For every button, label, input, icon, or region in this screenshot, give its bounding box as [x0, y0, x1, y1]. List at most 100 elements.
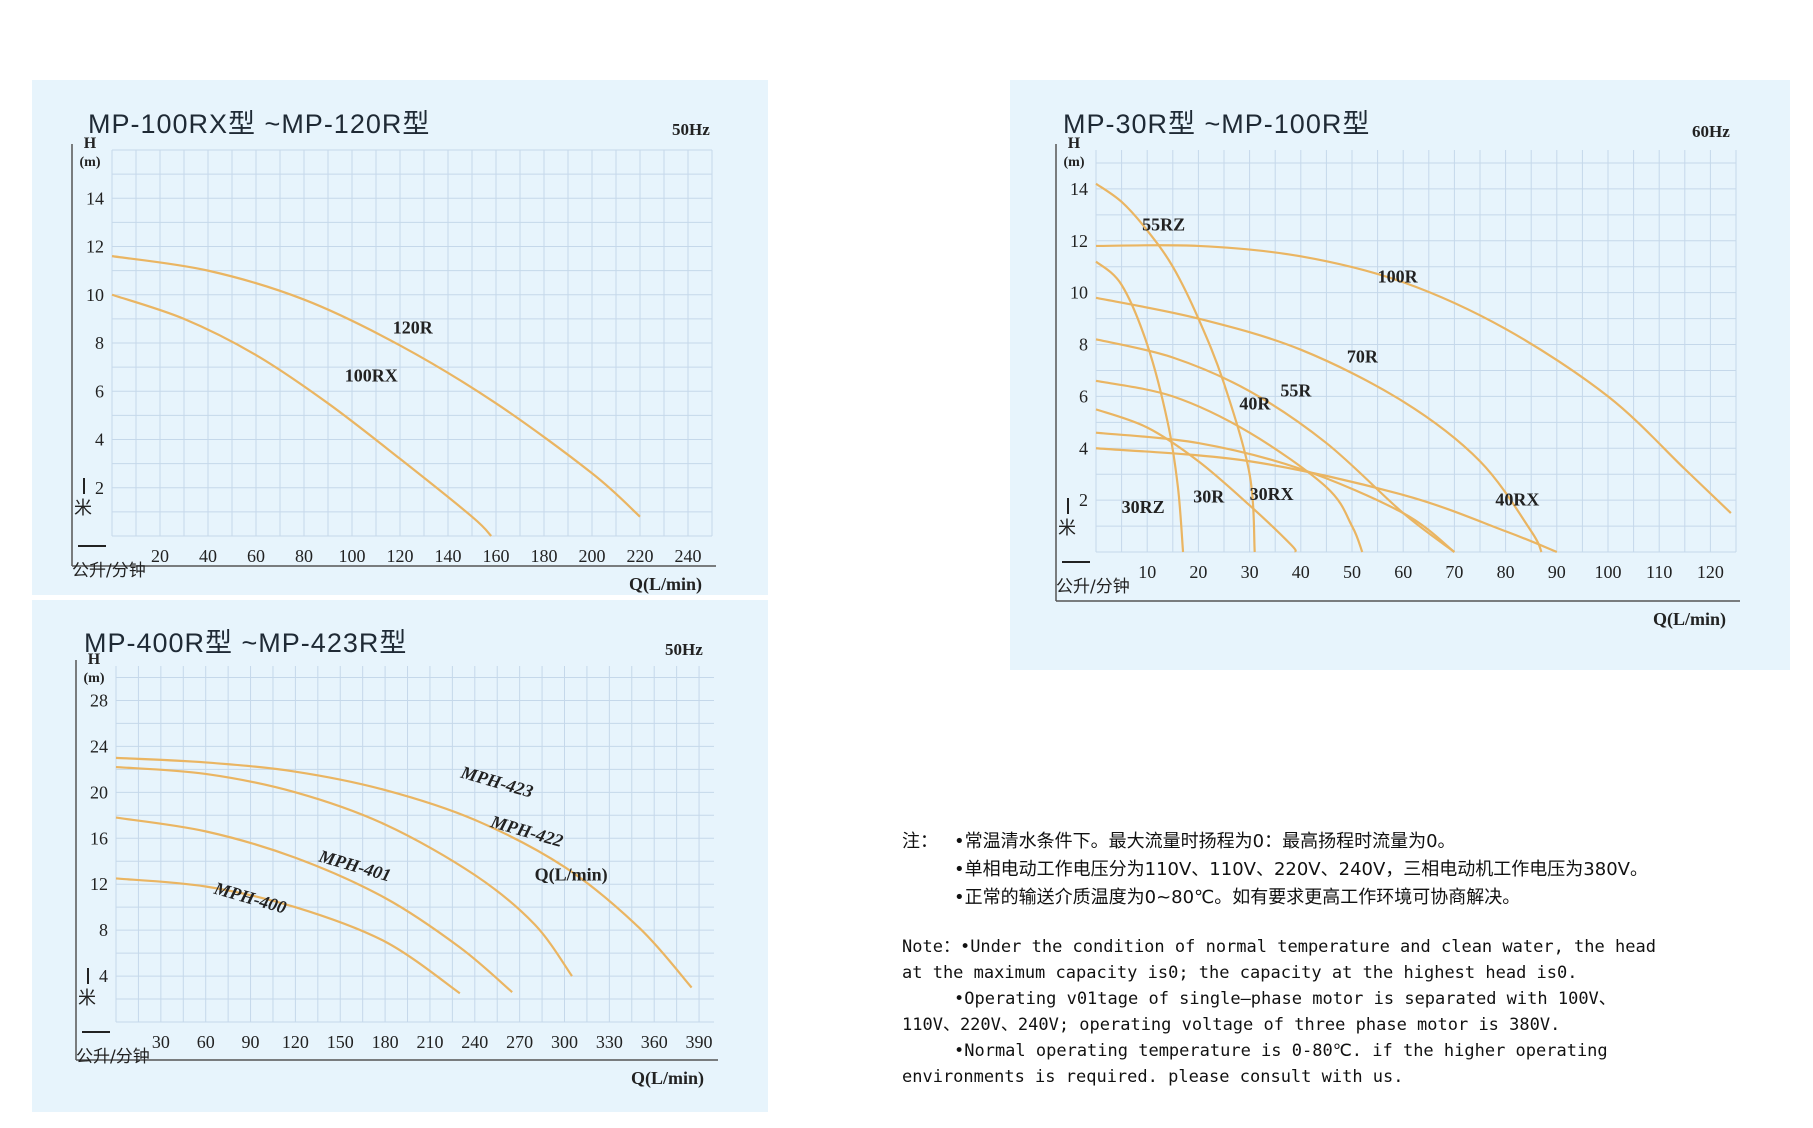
x-tick-label: 90 [1548, 562, 1566, 582]
x-tick-label: 50 [1343, 562, 1361, 582]
x-tick-label: 200 [579, 546, 606, 566]
y-unit-label-cn: 米 [74, 498, 92, 519]
x-tick-label: 240 [675, 546, 702, 566]
x-tick-label: 10 [1138, 562, 1156, 582]
note-cn-line-2: •单相电动工作电压分为110V、110V、220V、240V，三相电动机工作电压… [902, 856, 1782, 884]
note-en-line-6: environments is required. please consult… [902, 1064, 1782, 1090]
curve-30rx [1095, 431, 1456, 553]
x-tick-label: 160 [483, 546, 510, 566]
x-tick-label: 30 [152, 1032, 170, 1052]
y-axis-label: H [88, 651, 101, 668]
x-tick-label: 100 [1595, 562, 1622, 582]
curve-label-55rz: 55RZ [1142, 214, 1185, 234]
chart-panel-2 [1010, 80, 1790, 670]
y-tick-label: 4 [1079, 438, 1088, 458]
x-tick-label: 300 [551, 1032, 578, 1052]
y-tick-label: 28 [90, 690, 108, 710]
curve-30r [1095, 408, 1297, 553]
chart-3-title: MP-400R型 ~MP-423R型 [84, 628, 408, 658]
x-tick-label: 60 [247, 546, 265, 566]
curve-mph-422 [115, 765, 573, 977]
curve-100rx [111, 293, 493, 537]
y-axis-label: H [84, 135, 97, 152]
y-tick-label: 12 [86, 237, 104, 257]
curve-label-100r: 100R [1378, 266, 1419, 286]
x-tick-label: 330 [596, 1032, 623, 1052]
note-en-text: •Normal operating temperature is 0-80℃. … [954, 1041, 1608, 1061]
note-cn-line-1: 注： •常温清水条件下。最大流量时扬程为0：最高扬程时流量为0。 [902, 828, 1782, 856]
x-tick-label: 80 [1497, 562, 1515, 582]
note-en-text: 110V、220V、240V; operating voltage of thr… [902, 1015, 1561, 1035]
x-tick-label: 120 [1697, 562, 1724, 582]
y-unit-label-cn: 米 [1058, 518, 1076, 539]
curve-100r [1095, 244, 1732, 514]
chart-1-frequency: 50Hz [672, 120, 710, 139]
x-tick-label: 150 [327, 1032, 354, 1052]
y-tick-label: 14 [1070, 179, 1088, 199]
x-tick-label: 270 [506, 1032, 533, 1052]
x-tick-label: 80 [295, 546, 313, 566]
y-tick-label: 12 [1070, 231, 1088, 251]
curve-label-30rx: 30RX [1250, 484, 1294, 504]
y-tick-label: 8 [1079, 335, 1088, 355]
x-tick-label: 220 [627, 546, 654, 566]
y-tick-label: 10 [86, 285, 104, 305]
x-tick-label: 60 [197, 1032, 215, 1052]
x-tick-label: 240 [461, 1032, 488, 1052]
x-unit-label-cn: 公升/分钟 [1056, 577, 1130, 597]
note-en-text: •Operating v01tage of single—phase motor… [954, 989, 1616, 1009]
note-en-line-3: •Operating v01tage of single—phase motor… [902, 986, 1782, 1012]
x-tick-label: 390 [686, 1032, 713, 1052]
curve-label-55r: 55R [1280, 380, 1312, 400]
x-tick-label: 100 [339, 546, 366, 566]
y-tick-label: 24 [90, 736, 108, 756]
note-en-block: Note：•Under the condition of normal temp… [902, 934, 1782, 1090]
x-unit-label-cn: 公升/分钟 [72, 561, 146, 581]
x-tick-label: 360 [641, 1032, 668, 1052]
x-tick-label: 110 [1646, 562, 1672, 582]
x-tick-label: 70 [1445, 562, 1463, 582]
curve-mph-423 [115, 756, 693, 989]
x-tick-label: 210 [416, 1032, 443, 1052]
curve-mph-401 [115, 816, 513, 993]
notes-section: 注： •常温清水条件下。最大流量时扬程为0：最高扬程时流量为0。 •单相电动工作电… [902, 828, 1782, 1090]
curve-label-mph-401: MPH-401 [316, 846, 394, 886]
curve-40r [1095, 379, 1364, 553]
curve-label-40r: 40R [1239, 393, 1271, 413]
note-en-line-2: at the maximum capacity is0; the capacit… [902, 960, 1782, 986]
curve-mph-400 [115, 877, 461, 995]
y-tick-label: 4 [95, 430, 104, 450]
x-tick-label: 30 [1241, 562, 1259, 582]
y-unit-label-cn: 米 [78, 988, 96, 1009]
y-tick-label: 4 [99, 966, 108, 986]
y-axis-label: (m) [84, 671, 105, 686]
curve-70r [1095, 296, 1543, 553]
curve-label-30rz: 30RZ [1122, 497, 1165, 517]
curve-40rx [1095, 447, 1558, 554]
x-unit-label-cn: 公升/分钟 [76, 1047, 150, 1067]
y-tick-label: 10 [1070, 283, 1088, 303]
y-tick-label: 12 [90, 874, 108, 894]
note-en-text: environments is required. please consult… [902, 1067, 1404, 1087]
inner-axis-label: Q(L/min) [535, 865, 608, 886]
x-tick-label: 60 [1394, 562, 1412, 582]
note-en-text: at the maximum capacity is0; the capacit… [902, 963, 1578, 983]
curve-label-100rx: 100RX [345, 366, 398, 386]
curve-120r [111, 255, 641, 518]
x-tick-label: 40 [199, 546, 217, 566]
y-tick-label: 16 [90, 828, 108, 848]
note-cn-line-3: •正常的输送介质温度为0~80℃。如有要求更高工作环境可协商解决。 [902, 884, 1782, 912]
y-axis-label: (m) [80, 155, 101, 170]
x-axis-title: Q(L/min) [631, 1068, 704, 1089]
y-tick-label: 2 [95, 478, 104, 498]
curve-label-70r: 70R [1347, 347, 1379, 367]
x-tick-label: 140 [435, 546, 462, 566]
y-tick-label: 6 [95, 381, 104, 401]
y-axis-label: (m) [1064, 155, 1085, 170]
note-en-label: Note： [902, 937, 960, 957]
x-tick-label: 180 [372, 1032, 399, 1052]
curve-label-30r: 30R [1193, 487, 1225, 507]
x-tick-label: 120 [387, 546, 414, 566]
